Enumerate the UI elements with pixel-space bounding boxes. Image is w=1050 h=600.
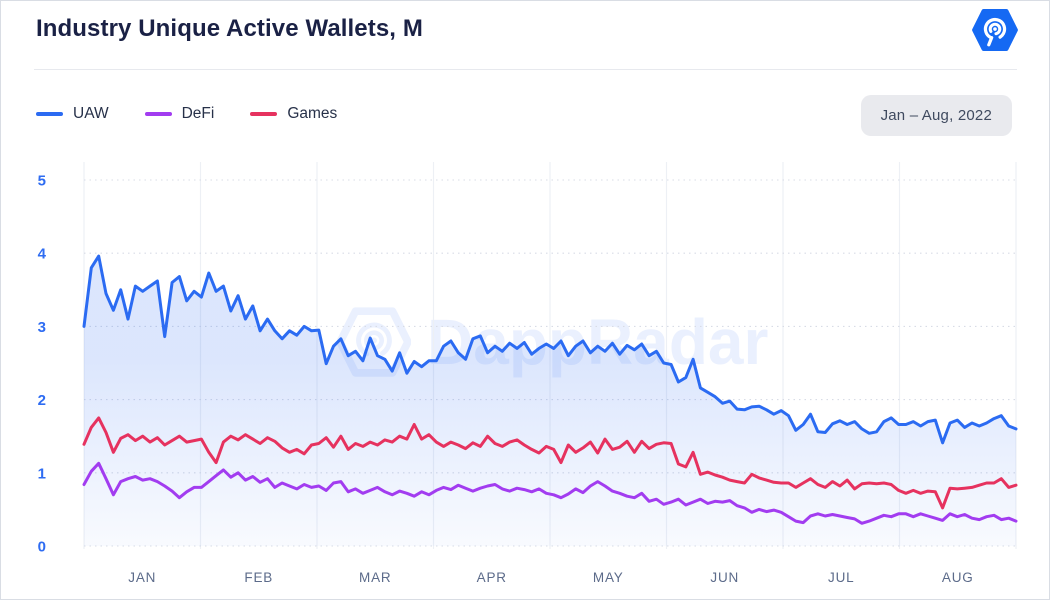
chart-legend: UAW DeFi Games (36, 105, 337, 123)
legend-swatch (36, 112, 63, 116)
series-area-uaw (84, 256, 1016, 546)
x-axis-month-label: MAR (359, 570, 391, 585)
y-axis-tick-label: 3 (38, 319, 46, 336)
y-axis-tick-label: 4 (38, 246, 47, 263)
header-divider (34, 69, 1017, 70)
legend-item-label: Games (287, 105, 338, 122)
legend-item-label: UAW (73, 105, 109, 122)
x-axis-month-label: JUL (828, 570, 854, 585)
dappradar-logo-icon[interactable] (972, 9, 1018, 51)
y-axis-tick-label: 0 (38, 539, 46, 556)
series-line-uaw (82, 254, 1018, 445)
legend-item-games[interactable]: Games (250, 105, 337, 123)
x-axis-month-label: MAY (593, 570, 624, 585)
legend-swatch (144, 112, 172, 116)
legend-item-label: DeFi (181, 105, 215, 122)
x-axis-month-label: APR (477, 570, 507, 585)
page-title: Industry Unique Active Wallets, M (36, 15, 423, 42)
x-axis-month-label: FEB (244, 570, 273, 585)
legend-swatch (250, 112, 278, 116)
period-badge[interactable]: Jan – Aug, 2022 (860, 95, 1012, 136)
series-line-defi (82, 461, 1018, 525)
y-axis-tick-label: 1 (38, 465, 46, 482)
y-axis-tick-label: 2 (38, 392, 46, 409)
x-axis-month-label: AUG (942, 570, 974, 585)
x-axis-month-label: JAN (128, 570, 156, 585)
series-line-games (82, 416, 1018, 510)
legend-item-defi[interactable]: DeFi (144, 105, 215, 123)
x-axis-month-label: JUN (710, 570, 739, 585)
y-axis-tick-label: 5 (38, 173, 46, 190)
legend-item-uaw[interactable]: UAW (36, 105, 109, 123)
